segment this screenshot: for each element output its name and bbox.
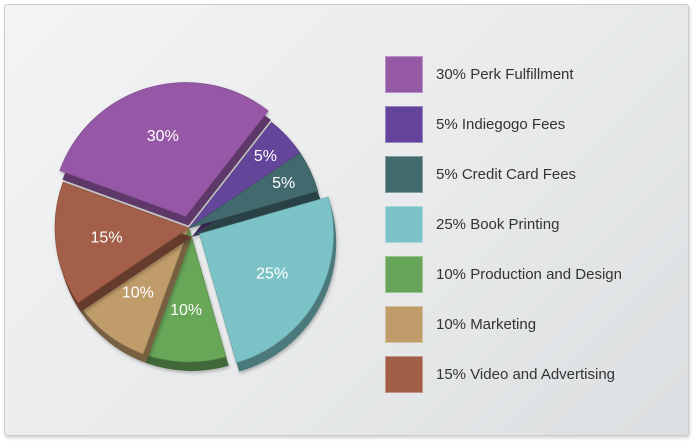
slice-top-perk-fulfillment xyxy=(59,82,269,217)
legend-label-credit-card-fees: 5% Credit Card Fees xyxy=(436,166,577,183)
legend-label-perk-fulfillment: 30% Perk Fulfillment xyxy=(436,66,574,83)
legend-label-book-printing: 25% Book Printing xyxy=(436,216,560,233)
value-label-book-printing: 25% xyxy=(256,265,288,282)
legend-item-video-and-advertising: 15% Video and Advertising xyxy=(385,356,622,393)
legend-item-perk-fulfillment: 30% Perk Fulfillment xyxy=(385,56,622,93)
legend-label-video-and-advertising: 15% Video and Advertising xyxy=(436,366,616,383)
slice-top-book-printing xyxy=(199,196,334,364)
slice-credit-card-fees xyxy=(188,152,321,237)
legend-item-indiegogo-fees: 5% Indiegogo Fees xyxy=(385,106,622,143)
legend-swatch-perk-fulfillment xyxy=(385,56,423,93)
value-label-credit-card-fees: 5% xyxy=(272,175,295,192)
slice-top-video-and-advertising xyxy=(54,181,190,304)
slice-top-credit-card-fees xyxy=(188,152,319,229)
legend-item-marketing: 10% Marketing xyxy=(385,306,622,343)
legend-item-book-printing: 25% Book Printing xyxy=(385,206,622,243)
legend-swatch-video-and-advertising xyxy=(385,356,423,393)
value-label-production-and-design: 10% xyxy=(170,302,202,319)
legend-item-credit-card-fees: 5% Credit Card Fees xyxy=(385,156,622,193)
value-label-indiegogo-fees: 5% xyxy=(254,148,277,165)
legend-swatch-book-printing xyxy=(385,206,423,243)
value-label-video-and-advertising: 15% xyxy=(91,229,123,246)
pie-chart: 30% 5% 5% 25% 10% 10% 15% xyxy=(54,82,337,372)
legend-label-marketing: 10% Marketing xyxy=(436,316,537,333)
legend-item-production-and-design: 10% Production and Design xyxy=(385,256,622,293)
legend: 30% Perk Fulfillment 5% Indiegogo Fees 5% … xyxy=(385,56,622,406)
legend-label-indiegogo-fees: 5% Indiegogo Fees xyxy=(436,116,566,133)
value-label-perk-fulfillment: 30% xyxy=(147,128,179,145)
slice-perk-fulfillment xyxy=(59,82,271,226)
chart-panel: 30% 5% 5% 25% 10% 10% 15% 30% Perk Fulfillment… xyxy=(4,4,689,436)
legend-swatch-credit-card-fees xyxy=(385,156,423,193)
value-label-marketing: 10% xyxy=(122,285,154,302)
slice-video-and-advertising xyxy=(54,181,192,312)
legend-swatch-indiegogo-fees xyxy=(385,106,423,143)
legend-swatch-marketing xyxy=(385,306,423,343)
legend-label-production-and-design: 10% Production and Design xyxy=(436,266,622,283)
slice-book-printing xyxy=(199,196,337,372)
legend-swatch-production-and-design xyxy=(385,256,423,293)
